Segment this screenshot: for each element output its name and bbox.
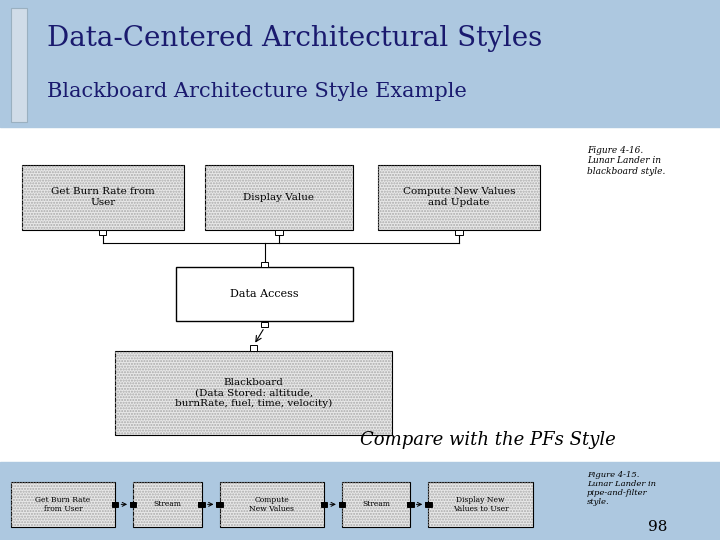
Text: Blackboard Architecture Style Example: Blackboard Architecture Style Example — [47, 82, 467, 101]
Bar — [456, 230, 463, 235]
Bar — [378, 165, 540, 230]
Text: Stream: Stream — [153, 501, 181, 508]
Bar — [408, 502, 414, 507]
Bar — [428, 482, 533, 526]
Bar — [199, 502, 205, 507]
Bar — [133, 482, 202, 526]
Bar — [321, 502, 327, 507]
Bar — [99, 230, 107, 235]
Bar — [261, 321, 268, 327]
Bar — [428, 482, 533, 526]
Bar — [176, 267, 353, 321]
Text: Figure 4-15.
Lunar Lander in
pipe-and-filter
style.: Figure 4-15. Lunar Lander in pipe-and-fi… — [587, 471, 656, 507]
Bar — [199, 502, 205, 507]
Bar — [251, 346, 258, 351]
Bar — [0, 0, 720, 127]
Bar — [216, 502, 223, 507]
Bar — [205, 165, 353, 230]
Bar — [378, 165, 540, 230]
Bar — [342, 482, 410, 526]
Bar — [112, 502, 118, 507]
Bar — [11, 482, 115, 526]
Bar — [130, 502, 137, 507]
Bar — [0, 462, 720, 540]
Bar — [220, 482, 324, 526]
Text: Data Access: Data Access — [230, 289, 299, 299]
Text: Display New
Values to User: Display New Values to User — [453, 496, 508, 513]
Bar — [408, 502, 414, 507]
Bar — [11, 482, 115, 526]
Bar — [133, 482, 202, 526]
Bar — [321, 502, 327, 507]
Bar — [112, 502, 118, 507]
Text: 98: 98 — [648, 519, 667, 534]
Text: Data-Centered Architectural Styles: Data-Centered Architectural Styles — [47, 24, 542, 51]
Text: Compute
New Values: Compute New Values — [249, 496, 294, 513]
Bar — [339, 502, 346, 507]
Bar — [425, 502, 432, 507]
Text: Compute New Values
and Update: Compute New Values and Update — [402, 187, 516, 207]
Text: Figure 4-16.
Lunar Lander in
blackboard style.: Figure 4-16. Lunar Lander in blackboard … — [587, 146, 665, 176]
Text: Get Burn Rate from
User: Get Burn Rate from User — [50, 187, 155, 207]
Text: Blackboard
(Data Stored: altitude,
burnRate, fuel, time, velocity): Blackboard (Data Stored: altitude, burnR… — [175, 378, 333, 408]
Bar — [216, 502, 223, 507]
Bar — [22, 165, 184, 230]
Text: Display Value: Display Value — [243, 193, 315, 201]
Text: Get Burn Rate
from User: Get Burn Rate from User — [35, 496, 91, 513]
Bar — [220, 482, 324, 526]
Text: Stream: Stream — [362, 501, 390, 508]
Bar — [115, 351, 392, 435]
Bar — [22, 165, 184, 230]
Bar — [11, 8, 27, 122]
Bar — [275, 230, 282, 235]
Bar — [339, 502, 346, 507]
Bar — [115, 351, 392, 435]
Bar — [342, 482, 410, 526]
Text: Compare with the PFs Style: Compare with the PFs Style — [360, 431, 616, 449]
Bar — [130, 502, 137, 507]
Bar — [261, 262, 268, 267]
Bar — [425, 502, 432, 507]
Bar — [205, 165, 353, 230]
Bar — [0, 127, 720, 462]
